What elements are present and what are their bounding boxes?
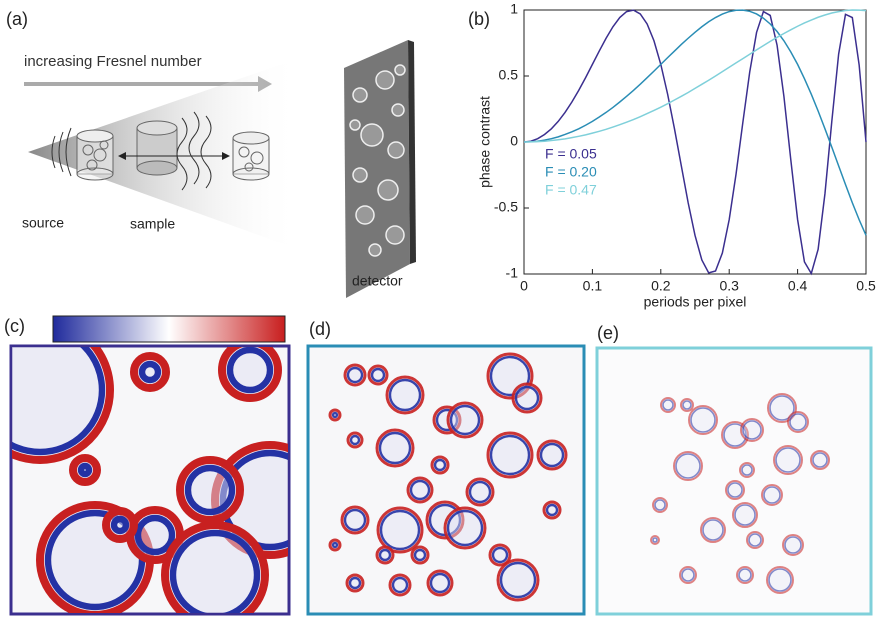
blob bbox=[356, 206, 374, 224]
y-axis-label: phase contrast bbox=[477, 96, 493, 188]
x-tick-label: 0.2 bbox=[651, 278, 671, 294]
blob bbox=[388, 142, 404, 158]
y-tick-label: 0 bbox=[510, 133, 518, 149]
y-tick-label: 1 bbox=[510, 1, 518, 17]
y-tick-label: -1 bbox=[506, 265, 519, 281]
blob bbox=[369, 244, 381, 256]
blob bbox=[392, 104, 404, 116]
x-tick-label: 0.3 bbox=[719, 278, 739, 294]
series-line bbox=[524, 10, 866, 142]
ring bbox=[377, 430, 413, 466]
arrow-label: increasing Fresnel number bbox=[24, 53, 202, 70]
series-line bbox=[524, 10, 866, 273]
blob bbox=[386, 226, 404, 244]
legend-entry: F = 0.05 bbox=[545, 146, 597, 162]
blob bbox=[353, 88, 367, 102]
ring bbox=[488, 433, 532, 477]
panel-label: (a) bbox=[6, 9, 28, 29]
ring bbox=[674, 452, 702, 480]
sample-label: sample bbox=[130, 216, 175, 232]
ring bbox=[783, 535, 803, 555]
source-label: source bbox=[22, 215, 64, 231]
figure: 0.9811.02 (a) (b) (c) (d) (e) increasing… bbox=[0, 0, 880, 623]
blob bbox=[376, 71, 394, 89]
line-chart: 0 0.1 0.2 0.3 0.4 0.5 -1 -0.5 0 0.5 1 periods per p… bbox=[477, 1, 876, 310]
y-tick-label: 0.5 bbox=[499, 67, 519, 83]
ring bbox=[445, 508, 485, 548]
panel-label: (d) bbox=[309, 319, 331, 339]
ring bbox=[448, 403, 482, 437]
colorbar bbox=[53, 316, 285, 342]
ring bbox=[330, 540, 340, 550]
ring bbox=[513, 384, 541, 412]
ring bbox=[165, 525, 265, 623]
ring bbox=[498, 560, 538, 600]
schematic: increasing Fresnel number source sample … bbox=[22, 40, 416, 298]
blob bbox=[353, 168, 367, 182]
ring bbox=[767, 567, 793, 593]
ring bbox=[387, 377, 423, 413]
ring bbox=[733, 503, 757, 527]
ring bbox=[774, 446, 802, 474]
ring bbox=[689, 406, 717, 434]
panel-label: (e) bbox=[597, 323, 619, 343]
blob bbox=[361, 124, 383, 146]
ring bbox=[330, 410, 340, 420]
series-line bbox=[524, 10, 866, 235]
x-tick-label: 0 bbox=[520, 278, 528, 294]
blob bbox=[378, 180, 398, 200]
x-tick-label: 0.5 bbox=[856, 278, 876, 294]
panel-label: (b) bbox=[468, 9, 490, 29]
ring bbox=[106, 511, 134, 539]
ring bbox=[73, 458, 97, 482]
legend-entry: F = 0.47 bbox=[545, 182, 597, 198]
ring bbox=[538, 441, 566, 469]
blob bbox=[395, 65, 405, 75]
ring bbox=[701, 518, 725, 542]
y-tick-label: -0.5 bbox=[494, 199, 518, 215]
colorbar-gradient bbox=[53, 316, 285, 342]
ring bbox=[762, 485, 782, 505]
x-tick-label: 0.4 bbox=[788, 278, 808, 294]
legend-entry: F = 0.20 bbox=[545, 164, 597, 180]
ring bbox=[741, 419, 763, 441]
x-axis-label: periods per pixel bbox=[644, 294, 747, 310]
detector-label: detector bbox=[352, 273, 403, 289]
ring bbox=[788, 412, 808, 432]
ring bbox=[378, 508, 422, 552]
x-tick-label: 0.1 bbox=[583, 278, 603, 294]
blob bbox=[350, 120, 360, 130]
panel-label: (c) bbox=[4, 316, 25, 336]
